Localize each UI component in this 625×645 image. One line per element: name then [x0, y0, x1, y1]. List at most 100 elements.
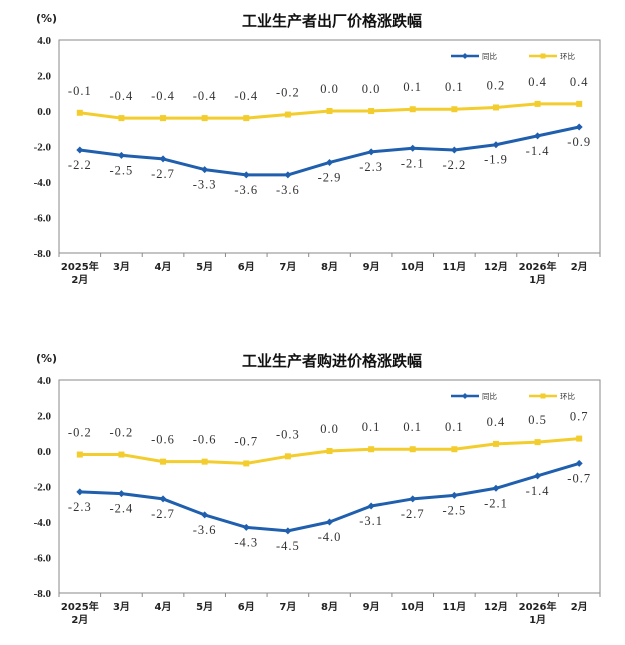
data-point [368, 446, 375, 453]
y-tick-label: -8.0 [34, 588, 52, 600]
data-point [575, 459, 583, 467]
data-point [201, 511, 209, 519]
data-label: -2.1 [401, 156, 425, 170]
y-unit-label: (%) [36, 352, 57, 365]
data-point [118, 451, 125, 458]
data-point [76, 109, 83, 116]
data-point [409, 446, 416, 453]
data-label: -3.1 [359, 514, 383, 528]
legend-swatch-marker [462, 53, 468, 59]
data-label: -0.6 [151, 433, 175, 447]
data-label: -0.4 [151, 89, 175, 103]
y-tick-label: -6.0 [34, 553, 52, 565]
y-tick-label: -4.0 [34, 177, 52, 189]
x-tick-label: 2026年 1月 [519, 260, 557, 286]
series-环比: -0.2 -0.2 -0.6 -0.6 -0.7 -0.3 0.0 0.1 0.1 0.1 0.4 0… [68, 410, 589, 467]
data-point [243, 460, 250, 467]
y-tick-label: 0.0 [37, 106, 51, 118]
data-point [450, 146, 458, 154]
data-point [367, 502, 375, 510]
x-tick-label: 9月 [363, 261, 380, 273]
x-tick-label: 11月 [442, 601, 466, 613]
data-label: 0.4 [570, 75, 589, 89]
x-tick-label: 3月 [113, 601, 130, 613]
series-同比: -2.3 -2.4 -2.7 -3.6 -4.3 -4.5 -4.0 -3.1 -2.7 -2.5… [68, 459, 591, 553]
data-label: -2.9 [318, 170, 342, 184]
x-tick-label: 8月 [321, 601, 338, 613]
y-tick-label: -2.0 [34, 142, 52, 154]
data-label: -2.1 [484, 496, 508, 510]
data-label: -4.3 [234, 535, 258, 549]
data-point [576, 100, 583, 107]
data-point [243, 115, 250, 122]
data-point [117, 151, 125, 159]
data-point [201, 115, 208, 122]
data-point [367, 148, 375, 156]
data-label: 0.1 [362, 420, 381, 434]
data-point [284, 527, 292, 535]
data-point [492, 484, 500, 492]
data-point [451, 446, 458, 453]
legend: 同比 环比 [451, 391, 575, 401]
data-point [409, 106, 416, 113]
data-point [409, 144, 417, 152]
data-label: -2.3 [68, 500, 92, 514]
data-point [326, 518, 333, 526]
data-point [159, 155, 167, 163]
x-tick-label: 2025年 2月 [61, 600, 99, 626]
data-point [76, 451, 83, 458]
data-label: -0.7 [567, 471, 591, 485]
data-point [201, 458, 208, 465]
series-环比: -0.1 -0.4 -0.4 -0.4 -0.4 -0.2 0.0 0.0 0.1 0.1 0.2 0… [68, 75, 589, 122]
data-label: 0.4 [528, 75, 547, 89]
data-point [284, 171, 292, 179]
data-label: -0.4 [193, 89, 217, 103]
data-label: -1.9 [484, 153, 508, 167]
data-point [492, 440, 499, 447]
x-tick-label: 2月 [571, 261, 588, 273]
data-label: 0.4 [487, 415, 506, 429]
y-unit-label: (%) [36, 12, 57, 25]
data-label: -0.2 [276, 86, 300, 100]
data-label: -4.5 [276, 539, 300, 553]
data-label: 0.1 [403, 420, 422, 434]
data-label: -2.2 [68, 158, 92, 172]
data-label: -1.4 [526, 484, 550, 498]
data-label: 0.0 [362, 82, 381, 96]
x-tick-label: 7月 [279, 601, 296, 613]
data-label: -3.6 [276, 183, 300, 197]
data-label: -3.6 [234, 183, 258, 197]
x-tick-label: 12月 [484, 261, 508, 273]
x-tick-label: 4月 [155, 601, 172, 613]
data-label: -0.2 [68, 426, 92, 440]
data-label: -0.7 [234, 434, 258, 448]
data-point [118, 115, 125, 122]
data-label: -4.0 [318, 530, 342, 544]
x-axis: 2025年 2月 3月 4月 5月 6月 7月 8月 9月 10月 11月 12月 2026年 1月 2月 [58, 253, 601, 286]
data-label: 0.5 [528, 413, 547, 427]
y-tick-label: -4.0 [34, 517, 52, 529]
y-tick-label: -8.0 [34, 248, 52, 260]
data-point [160, 458, 167, 465]
data-point [117, 490, 125, 498]
data-label: -0.2 [110, 426, 134, 440]
data-label: -2.2 [442, 158, 466, 172]
x-tick-label: 7月 [279, 261, 296, 273]
data-point [242, 523, 250, 531]
data-point [534, 132, 542, 140]
data-point [451, 106, 458, 113]
data-point [242, 171, 250, 179]
plot-frame [58, 39, 601, 254]
data-point [326, 108, 333, 114]
x-tick-label: 12月 [484, 601, 508, 613]
data-label: -0.3 [276, 427, 300, 441]
data-label: -2.7 [401, 507, 425, 521]
x-axis: 2025年 2月 3月 4月 5月 6月 7月 8月 9月 10月 11月 12月 2026年 1月 2月 [58, 593, 601, 626]
data-label: 0.7 [570, 410, 589, 424]
data-point [534, 472, 542, 480]
x-tick-label: 2026年 1月 [519, 600, 557, 626]
legend-label: 同比 [482, 51, 497, 61]
data-point [326, 448, 333, 454]
data-point [76, 488, 84, 496]
data-label: -2.5 [442, 503, 466, 517]
